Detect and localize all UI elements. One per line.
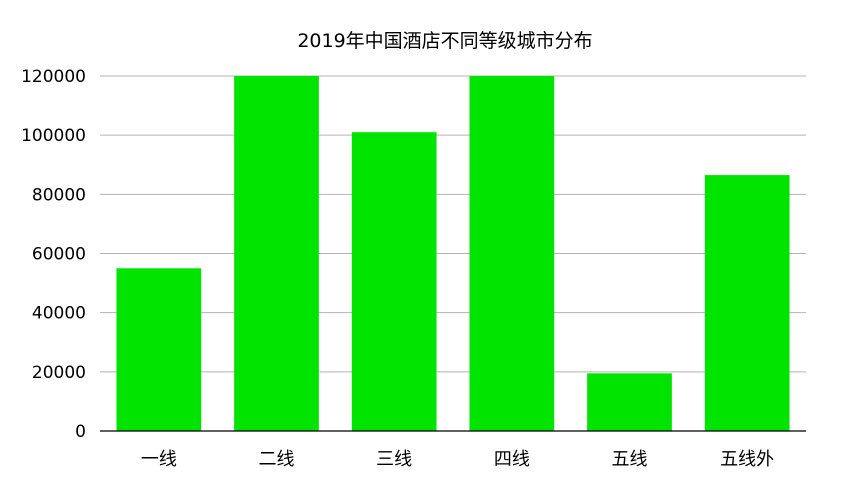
y-tick-label: 0 (75, 422, 86, 442)
bar (234, 76, 319, 431)
y-tick-label: 100000 (21, 126, 86, 146)
bars (116, 76, 790, 432)
x-tick-label: 四线 (494, 449, 530, 470)
y-tick-label: 60000 (32, 245, 86, 265)
gridlines (100, 75, 806, 373)
x-tick-label: 五线 (612, 449, 648, 470)
x-tick-labels: 一线 二线 三线 四线 五线 五线外 (141, 449, 774, 470)
bar (116, 268, 202, 431)
x-tick-label: 三线 (376, 449, 412, 470)
y-tick-label: 80000 (32, 185, 86, 205)
y-tick-labels: 0 20000 40000 60000 80000 100000 120000 (21, 67, 86, 442)
y-tick-label: 20000 (32, 363, 86, 383)
x-tick-label: 一线 (141, 449, 177, 470)
chart-title: 2019年中国酒店不同等级城市分布 (297, 30, 592, 52)
bar (704, 175, 790, 431)
bar (587, 373, 672, 431)
bar (469, 76, 555, 431)
bar (351, 132, 437, 432)
y-tick-label: 40000 (32, 304, 86, 324)
y-tick-label: 120000 (21, 67, 86, 87)
x-tick-label: 五线外 (720, 449, 774, 470)
x-tick-label: 二线 (259, 449, 295, 470)
